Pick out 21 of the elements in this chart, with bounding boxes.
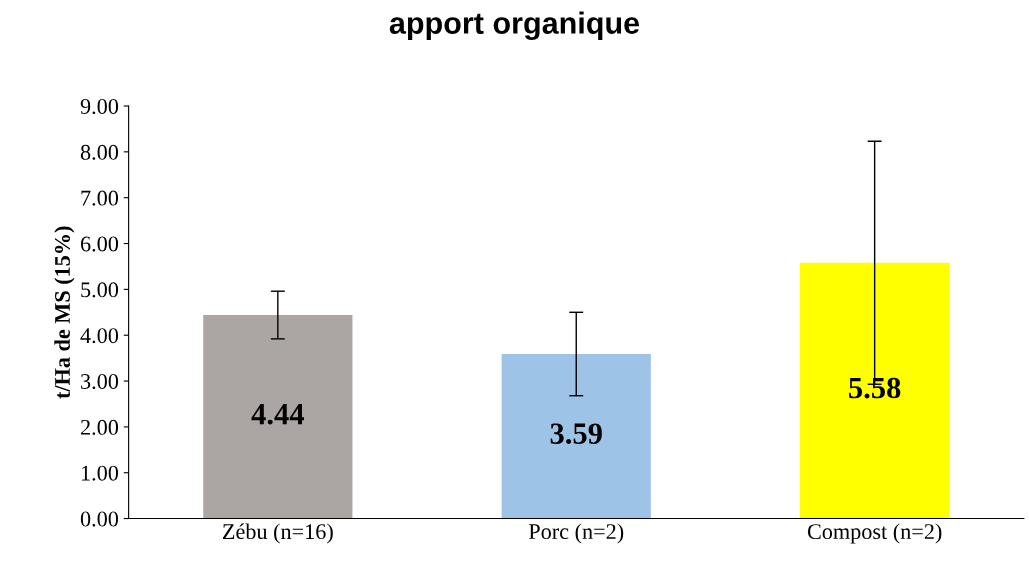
y-tick-label: 4.00 [80, 328, 119, 344]
y-tick-label: 3.00 [81, 373, 119, 390]
data-label: 4.44 [251, 404, 304, 425]
y-axis-title: t/Ha de MS (15%) [54, 226, 75, 399]
bar [501, 354, 651, 519]
y-tick-label: 6.00 [80, 236, 119, 252]
y-tick-label: 7.00 [81, 190, 119, 206]
y-tick-label: 0.00 [80, 511, 119, 527]
y-tick-label: 2.00 [80, 419, 119, 435]
y-tick-label: 1.00 [81, 465, 119, 481]
y-tick-label: 8.00 [80, 144, 119, 160]
y-tick-label: 9.00 [80, 98, 119, 115]
data-label: 5.58 [849, 377, 901, 399]
y-tick-label: 5.00 [81, 282, 119, 298]
bar [800, 262, 950, 519]
chart-title: apport organique [389, 11, 640, 41]
x-tick-label: Zébu (n=16) [222, 523, 333, 544]
x-tick-label: Porc (n=2) [528, 523, 624, 544]
bar [203, 315, 353, 519]
x-tick-label: Compost (n=2) [807, 523, 942, 544]
data-label: 3.59 [550, 423, 602, 445]
